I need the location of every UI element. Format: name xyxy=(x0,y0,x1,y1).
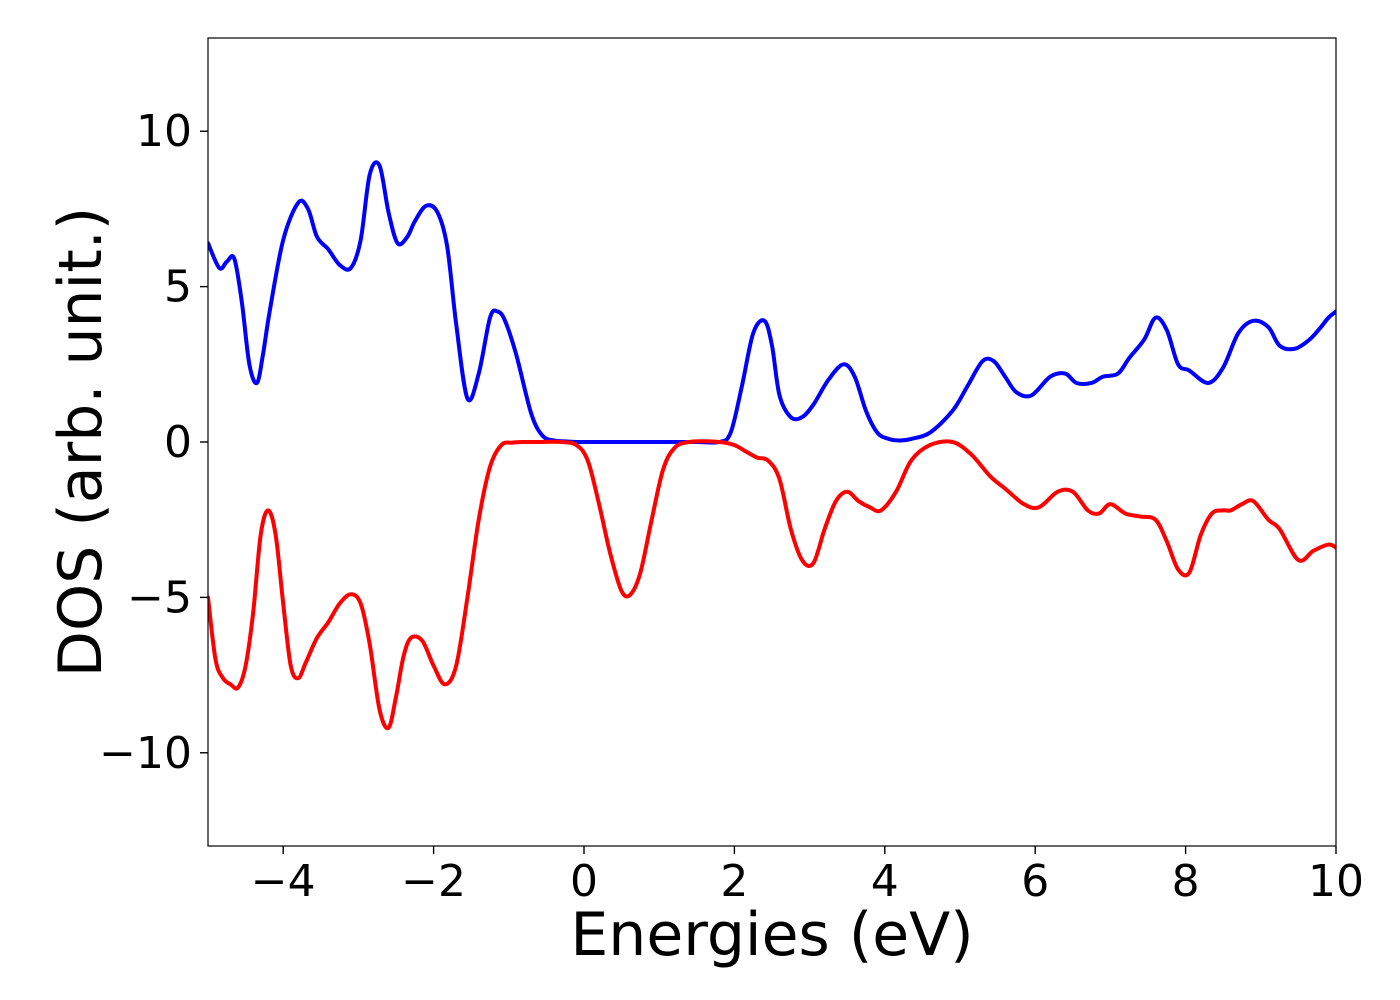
series-line-2 xyxy=(208,439,1336,731)
y-tick-label: −10 xyxy=(99,728,192,779)
x-axis-label: Energies (eV) xyxy=(570,900,973,970)
y-tick-label: 10 xyxy=(136,106,192,157)
axes-frame xyxy=(207,37,1337,847)
x-tick-label: 10 xyxy=(1308,856,1364,907)
x-tick-label: 6 xyxy=(1021,856,1049,907)
y-axis-label: DOS (arb. unit.) xyxy=(46,207,116,677)
series-line-1 xyxy=(208,160,1336,445)
x-tick-label: −2 xyxy=(401,856,466,907)
plot-area xyxy=(208,160,1336,731)
y-axis-ticks: −10 −5 0 5 10 xyxy=(99,106,208,779)
y-tick-label: 0 xyxy=(164,417,192,468)
x-axis-ticks: −4 −2 0 2 4 6 8 10 xyxy=(251,846,1364,907)
x-tick-label: 0 xyxy=(570,856,598,907)
x-tick-label: 4 xyxy=(871,856,899,907)
x-tick-label: 2 xyxy=(720,856,748,907)
x-tick-label: −4 xyxy=(251,856,316,907)
y-tick-label: 5 xyxy=(164,262,192,313)
x-tick-label: 8 xyxy=(1172,856,1200,907)
y-tick-label: −5 xyxy=(127,572,192,623)
